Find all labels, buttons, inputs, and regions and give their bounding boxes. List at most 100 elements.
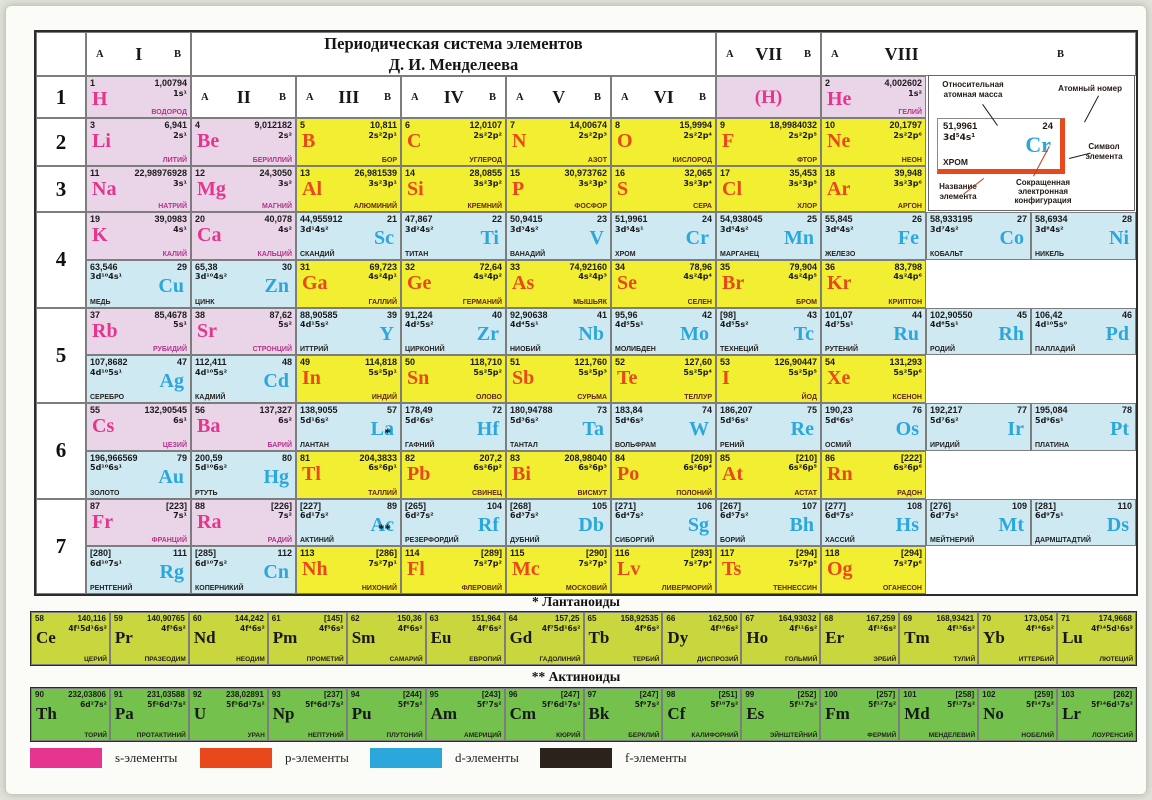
atomic-mass: [210] [795,452,817,463]
atomic-mass: 157,25 [555,614,580,623]
element-symbol: Bh [789,513,814,536]
group-number: IV [443,86,464,107]
element-symbol: Pm [272,628,298,647]
element-cell-N: 7 14,00674 2s²2p³ N АЗОТ [506,118,611,166]
element-name: НЕОДИМ [236,656,265,663]
element-symbol: Sm [351,628,376,647]
electron-config: 4f³6s² [161,623,186,633]
element-name: ЛОУРЕНСИЙ [1092,732,1133,739]
element-symbol: Np [272,704,295,723]
element-symbol: Ag [159,370,184,393]
atomic-number: 104 [486,500,502,511]
element-symbol: Nd [193,628,216,647]
atomic-mass: 127,60 [684,357,712,368]
atomic-number: 73 [596,405,607,415]
electron-config: 4s²4p⁵ [788,272,817,282]
element-name: ГОЛЬМИЙ [784,656,818,663]
atomic-mass: [251] [718,690,738,699]
element-symbol: C [407,130,422,152]
element-cell-Ar: 18 39,948 3s²3p⁶ Ar АРГОН [821,166,926,212]
atomic-number: 59 [113,614,123,623]
element-cell-Np: 93 [237] 5f⁴6d¹7s² Np НЕПТУНИЙ [267,688,347,741]
element-symbol: Ga [302,271,328,294]
element-symbol: N [512,130,527,152]
group-number: II [236,86,251,107]
element-symbol: Fe [897,227,919,249]
element-name: ХЛОР [797,203,817,210]
element-cell-Sn: 50 118,710 5s²5p² Sn ОЛОВО [401,355,506,403]
element-name: КАЛИЙ [162,250,187,258]
element-cell-Cd: 112,411 48 4d¹⁰5s² Cd КАДМИЙ [191,355,296,403]
electron-config: 7s²7p⁵ [788,558,817,568]
electron-config: 6s²6p³ [578,463,607,473]
element-symbol: Ni [1109,227,1129,249]
atomic-mass: 180,94788 [510,405,553,415]
element-cell-Lr: 103 [262] 5f¹⁴6d¹7s² Lr ЛОУРЕНСИЙ [1057,688,1136,741]
example-number: 24 [1042,121,1053,132]
electron-config: 4f⁹6s² [634,623,660,633]
subgroup-a-label: А [831,48,839,60]
element-name: СИБОРГИЙ [615,537,655,545]
atomic-number: 25 [806,214,817,224]
electron-config: 7s²7p⁴ [683,558,712,568]
element-topline: [271] 106 [615,501,712,511]
element-topline: 106,42 46 [1035,310,1132,320]
element-name: ИТТЕРБИЙ [1018,656,1055,663]
element-topline: 34 78,96 [615,262,712,272]
atomic-mass: 101,07 [825,309,853,320]
subgroup-b-label: В [278,91,286,103]
element-symbol: W [689,418,709,440]
atomic-mass: 10,811 [369,120,397,130]
atomic-number: 40 [491,309,502,320]
element-topline: 65 158,92535 [588,614,659,623]
subgroup-b-label: В [383,91,391,103]
element-topline: 65,38 30 [195,262,292,272]
element-symbol: Cl [722,178,742,200]
element-symbol: Zn [264,274,289,297]
electron-config: 3d¹⁰4s² [195,272,228,282]
atomic-number: 74 [701,405,712,415]
atomic-number: 81 [300,452,311,463]
element-name: КЮРИЙ [556,732,581,739]
atomic-mass: 32,065 [684,168,712,178]
element-symbol: Al [302,178,322,200]
atomic-number: 77 [1016,405,1027,415]
element-topline: 97 [247] [588,690,659,699]
element-cell-Cf: 98 [251] 5f¹⁰7s² Cf КАЛИФОРНИЙ [662,688,742,741]
element-topline: [277] 108 [825,501,922,511]
element-topline: 95 [243] [430,690,501,699]
electron-config: 4f¹5d¹6s² [68,623,107,633]
element-topline: 96 [247] [509,690,580,699]
atomic-number: 6 [405,120,411,130]
atomic-number: 101 [903,690,917,699]
electron-config: 5s² [278,320,292,329]
atomic-mass: 18,9984032 [769,120,817,130]
element-symbol: Hg [263,465,289,488]
element-topline: 54,938045 25 [720,214,817,224]
element-topline: 13 26,981539 [300,168,397,178]
atomic-number: 60 [192,614,202,623]
element-name: НАТРИЙ [158,203,187,210]
atomic-number: 52 [615,357,626,368]
element-symbol: Mg [197,178,226,200]
atomic-number: 55 [90,405,101,415]
element-topline: 98 [251] [666,690,737,699]
atomic-number: 13 [300,168,311,178]
atomic-mass: [237] [324,690,343,699]
group-number: VII [755,43,783,64]
periodic-table-sheet: А I В Периодическая система элементов Д.… [6,6,1146,794]
element-cell-Fm: 100 [257] 5f¹²7s² Fm ФЕРМИЙ [820,688,900,741]
element-topline: 91,224 40 [405,310,502,320]
element-symbol: Cn [263,561,289,584]
element-symbol: Br [722,271,745,294]
element-symbol: Se [617,271,637,294]
block-legend-label: d-элементы [455,750,519,765]
atomic-mass: [145] [324,614,343,623]
atomic-mass: [294] [900,548,922,559]
element-name: ЛАНТАН [300,441,329,449]
element-name: АМЕРИЦИЙ [464,732,502,739]
element-cell-Os: 190,23 76 5d⁶6s² Os ОСМИЙ [821,403,926,451]
element-topline: 52 127,60 [615,357,712,367]
element-topline: 81 204,3833 [300,453,397,463]
